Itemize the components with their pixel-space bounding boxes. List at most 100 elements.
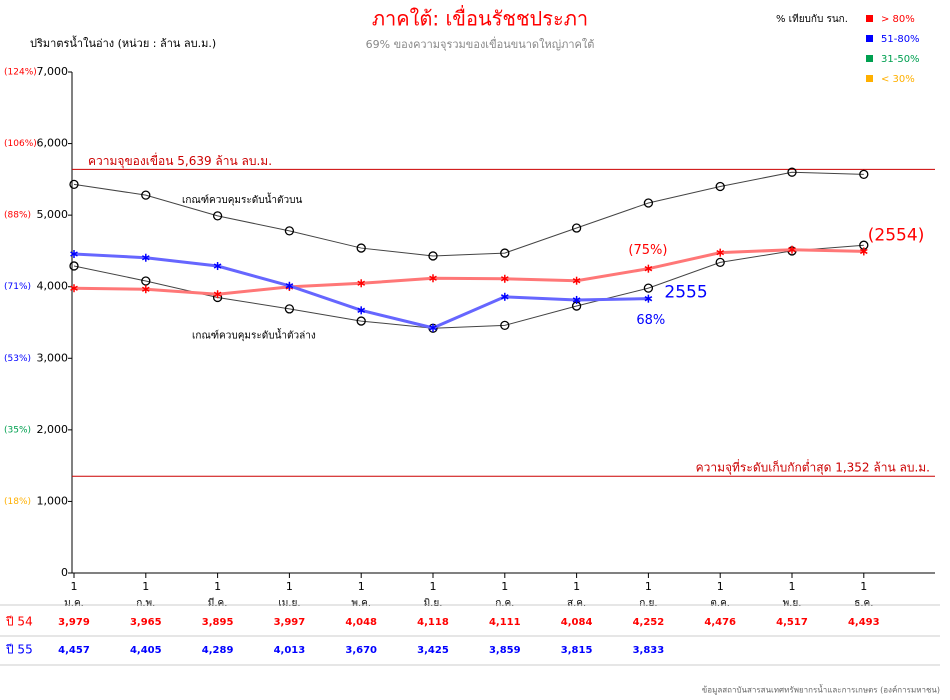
percent-tick-label: (35%)	[4, 425, 31, 435]
x-tick-day: 1	[501, 580, 508, 593]
circle-marker	[500, 320, 510, 331]
star-stroke	[788, 247, 796, 253]
x-tick-label: เม.ย.	[278, 598, 300, 609]
x-tick-day: 1	[645, 580, 652, 593]
legend-swatch	[866, 55, 873, 62]
circle-marker	[787, 167, 797, 177]
source: ข้อมูลสถาบันสารสนเทศทรัพยากรน้ำและการเกษ…	[702, 684, 940, 696]
star-marker	[572, 276, 581, 285]
curve-label: เกณฑ์ควบคุมระดับน้ำตัวล่าง	[192, 327, 316, 341]
table-value: 3,965	[130, 617, 162, 628]
x-tick-day: 1	[358, 580, 365, 593]
star-stroke	[716, 249, 725, 256]
percent-tick-label: (124%)	[4, 68, 37, 78]
circle-marker	[643, 283, 654, 293]
table-value: 3,895	[202, 617, 234, 628]
series-tag: 2555	[664, 283, 707, 303]
star-stroke	[357, 307, 366, 313]
star-marker	[644, 294, 653, 303]
star-marker	[716, 248, 725, 257]
star-marker	[500, 292, 509, 301]
star-marker	[572, 295, 581, 304]
y-tick-label: 6,000	[37, 137, 69, 150]
star-stroke	[429, 275, 437, 281]
circle-marker	[69, 261, 79, 271]
circle-marker	[428, 251, 438, 261]
table-value: 3,815	[561, 645, 593, 656]
x-tick-day: 1	[214, 580, 221, 593]
chart-title: ภาคใต้: เขื่อนรัชชประภา	[372, 5, 588, 31]
y-tick-label: 4,000	[37, 280, 69, 293]
percent-tick-label: (53%)	[4, 354, 31, 364]
star-stroke	[644, 266, 653, 272]
series-note: 68%	[636, 313, 665, 328]
star-marker	[429, 274, 437, 283]
star-stroke	[213, 263, 222, 269]
circle-marker	[141, 276, 151, 286]
star-marker	[859, 247, 868, 256]
circle-marker	[643, 198, 654, 208]
star-marker	[500, 274, 509, 283]
star-marker	[788, 245, 796, 254]
table-value: 4,013	[274, 645, 306, 656]
star-stroke	[500, 276, 509, 282]
x-tick-label: ก.พ.	[136, 598, 155, 609]
x-tick-label: พ.ค.	[351, 598, 371, 609]
table-value: 4,084	[561, 617, 593, 628]
star-stroke	[70, 251, 78, 257]
x-tick-label: ก.ย.	[639, 598, 657, 609]
star-stroke	[357, 280, 366, 286]
y-axis-label: ปริมาตรน้ำในอ่าง (หน่วย : ล้าน ลบ.ม.)	[30, 35, 216, 50]
circle-marker	[859, 169, 869, 179]
star-stroke	[500, 294, 509, 300]
star-marker	[644, 264, 653, 273]
x-tick-day: 1	[430, 580, 437, 593]
legend-label: > 80%	[881, 14, 915, 25]
circle-marker	[69, 179, 79, 190]
circle-marker	[715, 257, 725, 268]
percent-tick-label: (106%)	[4, 139, 37, 149]
circle-marker	[284, 226, 295, 236]
reference-label: ความจุของเขื่อน 5,639 ล้าน ลบ.ม.	[88, 152, 272, 169]
y-tick-label: 2,000	[37, 423, 69, 436]
table-value: 4,118	[417, 617, 449, 628]
star-stroke	[859, 248, 868, 255]
star-marker	[141, 253, 150, 262]
table-value: 4,476	[704, 617, 736, 628]
circle-marker	[500, 248, 510, 258]
circle-marker	[715, 181, 725, 192]
x-tick-label: ก.ค.	[495, 598, 514, 609]
x-tick-day: 1	[717, 580, 724, 593]
x-tick-day: 1	[142, 580, 149, 593]
star-stroke	[572, 297, 581, 303]
legend-label: 31-50%	[881, 54, 920, 65]
table-value: 4,493	[848, 617, 880, 628]
star-marker	[213, 262, 222, 271]
table-value: 4,405	[130, 645, 162, 656]
star-stroke	[572, 278, 581, 284]
table-value: 4,048	[345, 617, 377, 628]
star-stroke	[429, 325, 437, 331]
percent-tick-label: (18%)	[4, 497, 31, 507]
subtitle: 69% ของความจุรวมของเขื่อนขนาดใหญ่ภาคใต้	[366, 36, 595, 51]
star-stroke	[213, 291, 222, 297]
x-tick-label: ต.ค.	[710, 598, 730, 609]
legend-swatch	[866, 15, 873, 22]
star-marker	[357, 306, 366, 315]
row-label: ปี 54	[5, 615, 32, 629]
star-stroke	[70, 285, 78, 291]
percent-tick-label: (71%)	[4, 282, 31, 292]
x-tick-day: 1	[71, 580, 78, 593]
circle-marker	[141, 190, 151, 200]
table-value: 3,833	[633, 645, 665, 656]
legend-label: 51-80%	[881, 34, 920, 45]
x-tick-day: 1	[573, 580, 580, 593]
circle-marker	[356, 316, 366, 326]
circle-marker	[356, 243, 366, 253]
y-tick-label: 5,000	[37, 208, 69, 221]
star-marker	[429, 323, 437, 332]
row-label: ปี 55	[5, 643, 32, 657]
legend-swatch	[866, 75, 873, 82]
legend-swatch	[866, 35, 873, 42]
percent-tick-label: (88%)	[4, 211, 31, 221]
